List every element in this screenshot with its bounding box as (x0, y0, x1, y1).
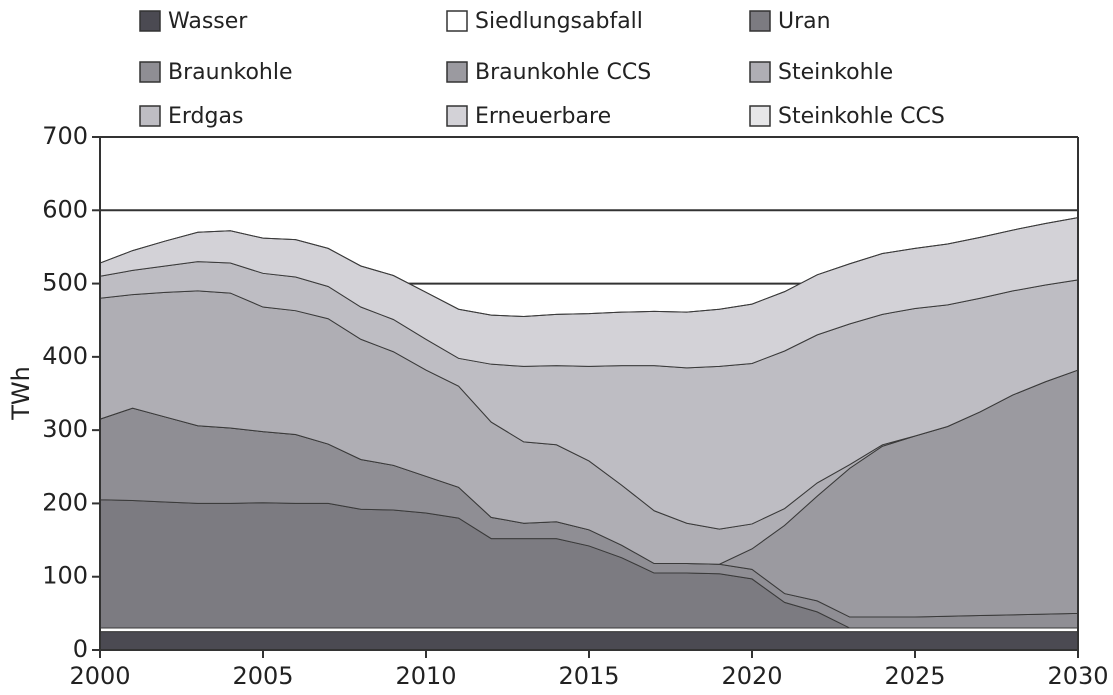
x-tick-label: 2010 (395, 662, 456, 690)
x-tick-label: 2025 (884, 662, 945, 690)
area (99, 631, 1079, 651)
legend-label: Erneuerbare (475, 104, 611, 129)
legend-label: Erdgas (168, 104, 243, 129)
y-tick-label: 0 (73, 635, 88, 663)
x-tick-label: 2000 (69, 662, 130, 690)
legend-swatch (749, 105, 771, 127)
legend-label: Steinkohle (778, 60, 893, 85)
y-tick-label: 600 (42, 195, 88, 223)
y-tick-label: 300 (42, 415, 88, 443)
legend-swatch (749, 10, 771, 32)
y-tick-label: 100 (42, 562, 88, 590)
legend-swatch (446, 10, 468, 32)
y-tick-label: 400 (42, 342, 88, 370)
legend-label: Steinkohle CCS (778, 104, 945, 129)
x-tick-label: 2005 (232, 662, 293, 690)
legend-swatch (446, 105, 468, 127)
area (99, 627, 1079, 633)
legend-label: Braunkohle (168, 60, 293, 85)
legend-label: Siedlungsabfall (475, 9, 643, 34)
x-tick-label: 2030 (1047, 662, 1108, 690)
legend-swatch (446, 61, 468, 83)
legend-swatch (139, 10, 161, 32)
legend-swatch (139, 105, 161, 127)
legend-label: Uran (778, 9, 831, 34)
y-tick-label: 500 (42, 269, 88, 297)
y-axis-label: TWh (7, 366, 35, 421)
y-tick-label: 200 (42, 488, 88, 516)
x-tick-label: 2015 (558, 662, 619, 690)
x-tick-label: 2020 (721, 662, 782, 690)
legend-swatch (139, 61, 161, 83)
y-tick-label: 700 (42, 122, 88, 150)
legend-label: Braunkohle CCS (475, 60, 651, 85)
legend-label: Wasser (168, 9, 248, 34)
legend-swatch (749, 61, 771, 83)
